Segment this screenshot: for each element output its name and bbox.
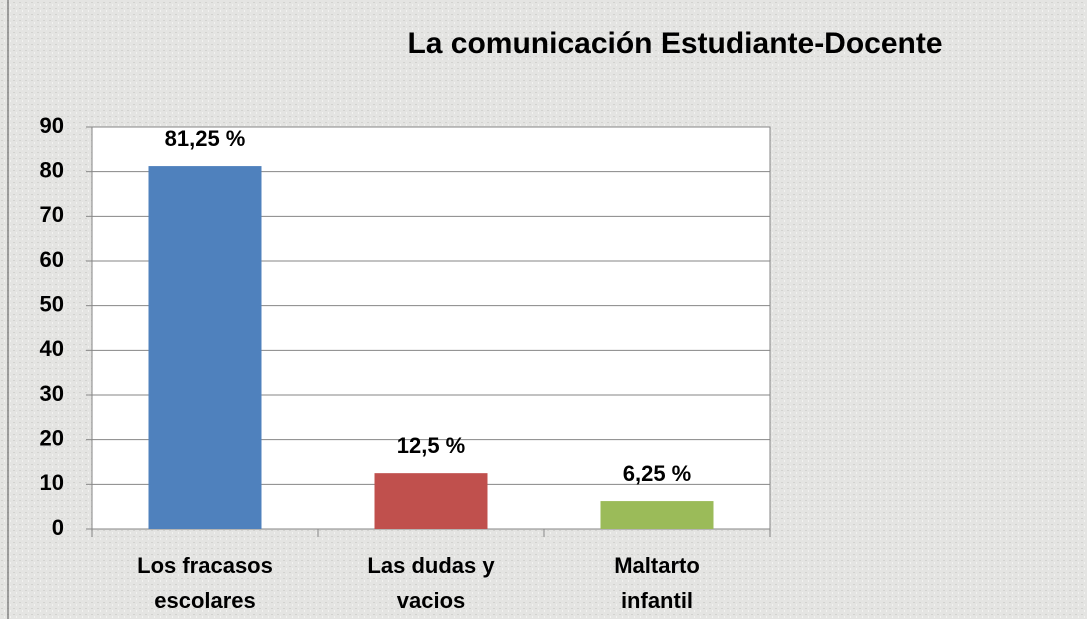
y-tick-label: 0 [52,515,64,540]
y-tick-label: 40 [40,336,64,361]
bar [600,501,714,529]
y-tick-label: 70 [40,202,64,227]
bar [148,166,262,530]
x-tick-label: Las dudas y vacios [367,553,495,613]
x-tick-label: Los fracasos escolares [137,553,273,613]
y-tick-label: 50 [40,291,64,316]
bar [374,473,488,529]
value-label: 6,25 % [623,461,692,486]
value-label: 81,25 % [165,126,246,151]
y-tick-label: 10 [40,470,64,495]
y-tick-label: 30 [40,381,64,406]
y-tick-label: 60 [40,247,64,272]
y-tick-label: 90 [40,113,64,138]
x-tick-label: Maltarto infantil [614,553,700,613]
y-tick-label: 80 [40,157,64,182]
chart-title: La comunicación Estudiante-Docente [407,27,942,60]
value-label: 12,5 % [397,433,466,458]
y-tick-label: 20 [40,425,64,450]
